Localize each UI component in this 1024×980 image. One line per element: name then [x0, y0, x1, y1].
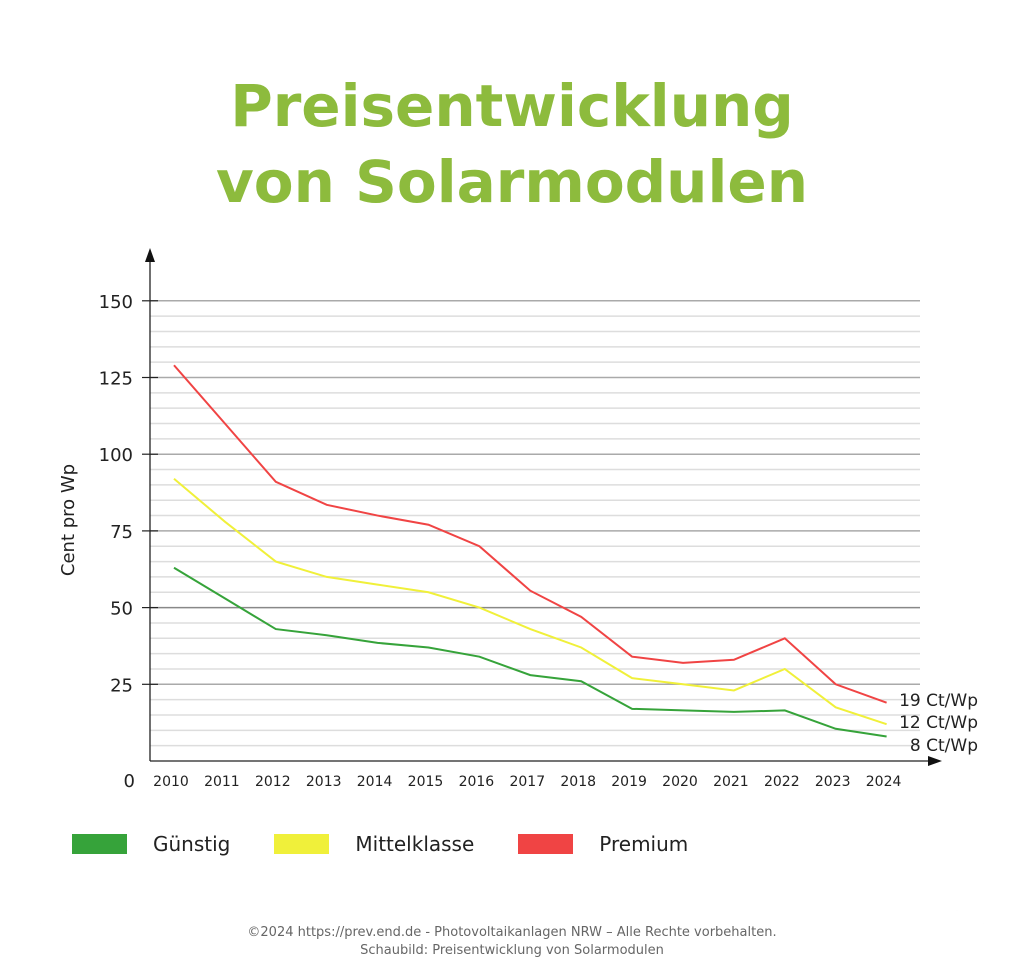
legend: Günstig Mittelklasse Premium: [72, 832, 732, 856]
x-tick-label: 2011: [204, 774, 240, 790]
x-tick-label: 2019: [611, 774, 647, 790]
y-tick-label: 125: [99, 369, 133, 390]
x-tick-label: 2023: [815, 774, 851, 790]
legend-item-premium: Premium: [518, 832, 688, 856]
y-tick-label: 150: [99, 292, 133, 313]
footer: ©2024 https://prev.end.de - Photovoltaik…: [40, 910, 984, 980]
legend-label: Mittelklasse: [355, 832, 474, 856]
legend-item-mittelklasse: Mittelklasse: [274, 832, 474, 856]
legend-label: Günstig: [153, 832, 230, 856]
caption-text: Schaubild: Preisentwicklung von Solarmod…: [40, 942, 984, 960]
x-tick-label: 2010: [153, 774, 189, 790]
x-tick-label: 2013: [306, 774, 342, 790]
x-tick-label: 2024: [866, 774, 902, 790]
y-axis-title: Cent pro Wp: [58, 464, 79, 576]
x-tick-label: 2017: [509, 774, 545, 790]
y-tick-label: 50: [110, 599, 133, 620]
series-line-günstig: [174, 568, 887, 737]
legend-swatch: [274, 834, 329, 854]
x-tick-label: 2018: [560, 774, 596, 790]
x-tick-label: 2016: [459, 774, 495, 790]
y-tick-label: 75: [110, 522, 133, 543]
end-value-label: 8 Ct/Wp: [910, 736, 978, 756]
series-line-premium: [174, 365, 887, 702]
legend-swatch: [518, 834, 573, 854]
end-value-label: 12 Ct/Wp: [899, 713, 978, 733]
x-tick-label: 2015: [408, 774, 444, 790]
y-tick-label: 100: [99, 445, 133, 466]
x-tick-label: 2014: [357, 774, 393, 790]
x-tick-label: 2012: [255, 774, 291, 790]
y-axis-arrow: [145, 248, 155, 262]
x-axis-arrow: [928, 756, 942, 766]
legend-label: Premium: [599, 832, 688, 856]
x-tick-label: 2021: [713, 774, 749, 790]
end-value-label: 19 Ct/Wp: [899, 691, 978, 711]
y-tick-label: 0: [124, 771, 135, 792]
copyright-text: ©2024 https://prev.end.de - Photovoltaik…: [40, 924, 984, 942]
x-tick-label: 2022: [764, 774, 800, 790]
y-tick-label: 25: [110, 675, 133, 696]
x-tick-label: 2020: [662, 774, 698, 790]
legend-item-guenstig: Günstig: [72, 832, 230, 856]
legend-swatch: [72, 834, 127, 854]
